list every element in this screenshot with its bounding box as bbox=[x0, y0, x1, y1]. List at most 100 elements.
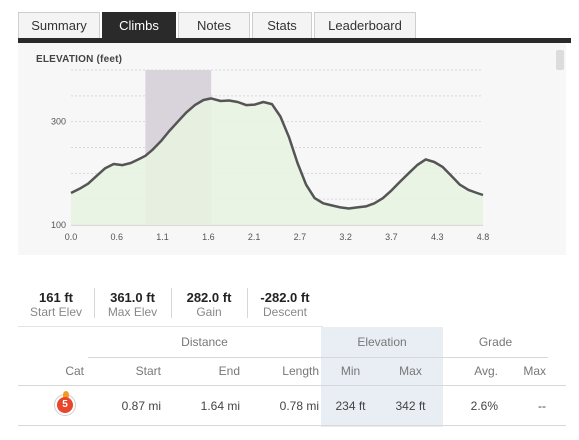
elevation-point bbox=[296, 161, 300, 165]
elevation-point bbox=[143, 154, 147, 158]
elevation-point bbox=[390, 188, 394, 192]
elevation-point bbox=[167, 129, 171, 133]
col-header-min: Min bbox=[340, 364, 361, 378]
elevation-point bbox=[278, 115, 282, 119]
x-tick-label: 0.6 bbox=[111, 232, 124, 242]
elevation-point bbox=[236, 100, 240, 104]
stat-max-elev: 361.0 ft Max Elev bbox=[94, 280, 171, 326]
col-header-length: Length bbox=[282, 364, 319, 378]
cell-end: 1.64 mi bbox=[200, 399, 240, 413]
stat-label: Start Elev bbox=[29, 305, 83, 319]
x-tick-label: 1.1 bbox=[156, 232, 169, 242]
cell-avg: 2.6% bbox=[470, 399, 498, 413]
tab-stats[interactable]: Stats bbox=[252, 12, 312, 39]
elevation-point bbox=[227, 98, 231, 102]
cell-length: 0.78 mi bbox=[279, 399, 319, 413]
stat-label: Max Elev bbox=[107, 305, 158, 319]
stat-start-elev: 161 ft Start Elev bbox=[18, 280, 94, 326]
category-badge: 5 bbox=[54, 391, 76, 416]
y-tick-label: 300 bbox=[51, 117, 66, 127]
elevation-point bbox=[475, 191, 479, 195]
elevation-point bbox=[244, 103, 248, 107]
elevation-point bbox=[313, 196, 317, 200]
elevation-point bbox=[270, 102, 274, 106]
elevation-area bbox=[71, 98, 483, 225]
elevation-point bbox=[355, 205, 359, 209]
col-header-avg: Avg. bbox=[474, 364, 498, 378]
stat-label: Gain bbox=[196, 305, 222, 319]
elevation-point bbox=[112, 162, 116, 166]
stat-label: Descent bbox=[262, 305, 308, 319]
elevation-point bbox=[449, 174, 453, 178]
tab-underline bbox=[18, 38, 571, 43]
y-axis-ticks: 100 300 bbox=[51, 117, 66, 230]
elevation-point bbox=[137, 157, 141, 161]
x-tick-label: 3.7 bbox=[385, 232, 398, 242]
tab-notes[interactable]: Notes bbox=[178, 12, 250, 39]
elevation-point bbox=[321, 201, 325, 205]
elevation-column-highlight bbox=[321, 327, 443, 427]
elevation-point bbox=[86, 182, 90, 186]
cell-min: 234 ft bbox=[335, 399, 366, 413]
elevation-point bbox=[347, 206, 351, 210]
elevation-point bbox=[364, 204, 368, 208]
col-header-start: Start bbox=[135, 364, 161, 378]
elevation-point bbox=[193, 103, 197, 107]
elevation-point bbox=[338, 205, 342, 209]
elevation-point bbox=[261, 100, 265, 104]
x-tick-label: 2.1 bbox=[248, 232, 261, 242]
elevation-point bbox=[69, 191, 73, 195]
elevation-point bbox=[398, 180, 402, 184]
elevation-point bbox=[95, 174, 99, 178]
elevation-point bbox=[407, 171, 411, 175]
group-divider bbox=[88, 357, 548, 358]
x-axis-ticks: 0.0 0.6 1.1 1.6 2.1 2.7 3.2 3.7 4.3 4.8 bbox=[65, 232, 490, 242]
stat-value: 161 ft bbox=[39, 290, 73, 305]
y-tick-label: 100 bbox=[51, 220, 66, 230]
x-tick-label: 0.0 bbox=[65, 232, 78, 242]
elevation-point bbox=[176, 120, 180, 124]
tab-bar: Summary Climbs Notes Stats Leaderboard bbox=[18, 12, 418, 39]
row-divider bbox=[18, 385, 566, 386]
elevation-point bbox=[201, 98, 205, 102]
tab-leaderboard[interactable]: Leaderboard bbox=[314, 12, 416, 39]
climbs-table: Distance Elevation Grade Cat Start End L… bbox=[18, 327, 566, 427]
elevation-point bbox=[287, 135, 291, 139]
category-number: 5 bbox=[57, 397, 73, 413]
elevation-point bbox=[330, 203, 334, 207]
group-header-distance: Distance bbox=[181, 335, 228, 349]
x-tick-label: 4.8 bbox=[477, 232, 490, 242]
elevation-point bbox=[150, 148, 154, 152]
elevation-point bbox=[372, 201, 376, 205]
col-header-grade-max: Max bbox=[523, 364, 546, 378]
tab-summary[interactable]: Summary bbox=[18, 12, 100, 39]
chart-scrollbar[interactable] bbox=[556, 50, 564, 70]
stat-descent: -282.0 ft Descent bbox=[247, 280, 323, 326]
elevation-point bbox=[415, 163, 419, 167]
elevation-point bbox=[78, 187, 82, 191]
flame-icon bbox=[63, 391, 69, 399]
elevation-point bbox=[381, 196, 385, 200]
elevation-point bbox=[432, 160, 436, 164]
elevation-point bbox=[219, 99, 223, 103]
elevation-point bbox=[184, 110, 188, 114]
group-header-elevation: Elevation bbox=[357, 335, 407, 349]
x-tick-label: 1.6 bbox=[202, 232, 215, 242]
elevation-point bbox=[159, 139, 163, 143]
tab-climbs[interactable]: Climbs bbox=[102, 12, 176, 39]
x-tick-label: 4.3 bbox=[431, 232, 444, 242]
elevation-point bbox=[481, 193, 485, 197]
elevation-point bbox=[458, 183, 462, 187]
elevation-point bbox=[253, 103, 257, 107]
stat-value: -282.0 ft bbox=[260, 290, 310, 305]
elevation-chart[interactable]: 0.0 0.6 1.1 1.6 2.1 2.7 3.2 3.7 4.3 4.8 100 300 bbox=[0, 0, 579, 260]
elevation-line bbox=[70, 97, 484, 210]
cell-max: 342 ft bbox=[395, 399, 426, 413]
elevation-point bbox=[120, 163, 124, 167]
group-header-grade: Grade bbox=[478, 335, 513, 349]
stats-summary: 161 ft Start Elev 361.0 ft Max Elev 282.… bbox=[18, 280, 323, 327]
chart-title: ELEVATION (feet) bbox=[36, 54, 123, 65]
col-header-end: End bbox=[218, 364, 240, 378]
table-bottom-border bbox=[18, 425, 566, 426]
x-tick-label: 2.7 bbox=[294, 232, 307, 242]
